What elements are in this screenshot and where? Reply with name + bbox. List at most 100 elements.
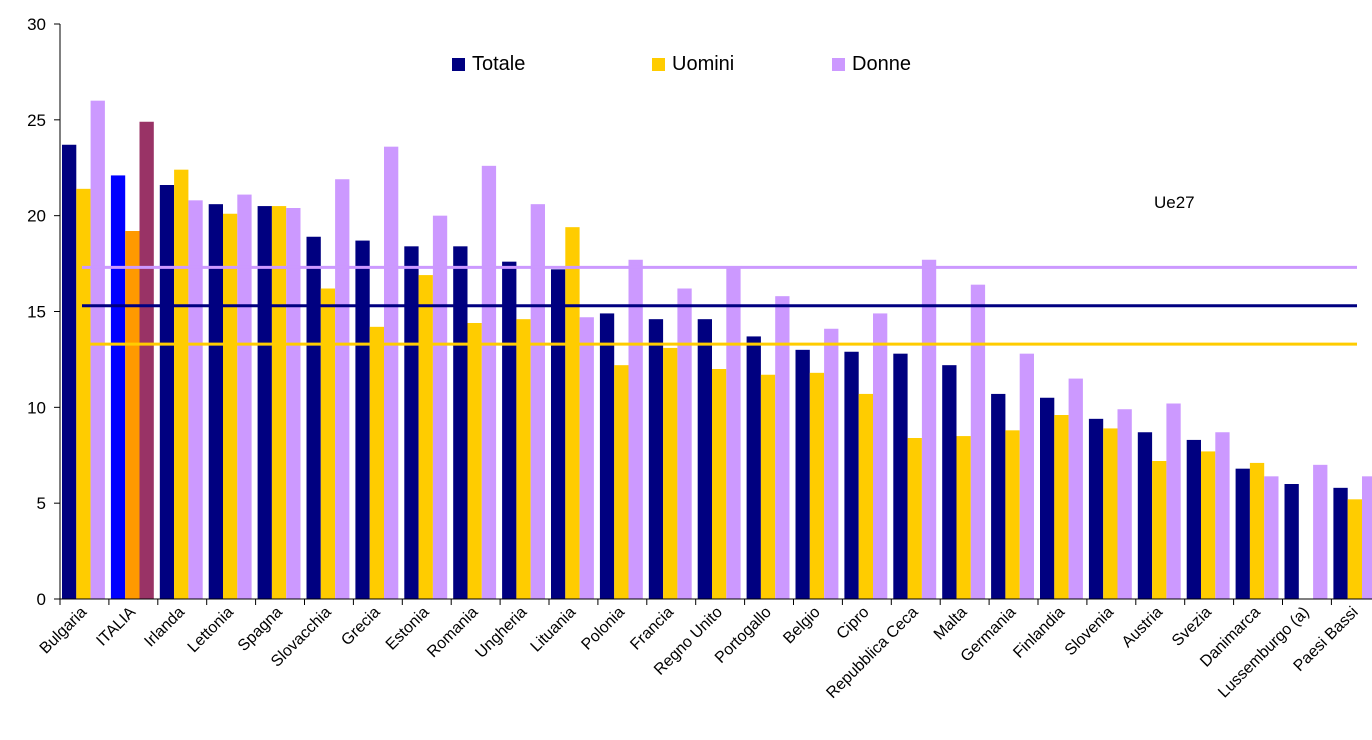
- x-label-lituania: Lituania: [528, 604, 580, 656]
- bar-paesi-bassi-donne: [1362, 476, 1372, 599]
- bar-polonia-uomini: [614, 365, 629, 599]
- reference-lines: [82, 265, 1357, 346]
- y-tick-label-25: 25: [27, 111, 46, 130]
- bar-romania-uomini: [467, 323, 482, 599]
- y-tick-label-0: 0: [37, 590, 46, 609]
- legend-label-totale: Totale: [472, 53, 525, 75]
- bar-repubblica-ceca-donne: [921, 259, 937, 599]
- legend: Totale Uomini Donne: [452, 53, 911, 75]
- bar-estonia-totale: [404, 246, 419, 599]
- bar-lettonia-donne: [237, 194, 252, 599]
- bar-ungheria-uomini: [516, 319, 531, 599]
- bar-romania-totale: [453, 246, 468, 599]
- x-axis-labels: Bulgaria ITALIA IrlandaLettoniaSpagnaSlova…: [37, 599, 1362, 702]
- y-tick-label-20: 20: [27, 207, 46, 226]
- bar-finlandia-uomini: [1054, 415, 1069, 599]
- bar-danimarca-donne: [1264, 476, 1279, 599]
- bar-estonia-uomini: [418, 275, 433, 599]
- bar-belgio-uomini: [809, 372, 825, 599]
- bar-irlanda-uomini: [174, 169, 189, 600]
- bar-francia-totale: [648, 319, 664, 599]
- bar-italia-donne: [139, 121, 154, 599]
- bar-malta-donne: [970, 284, 986, 599]
- x-label-romania: Romania: [424, 604, 481, 661]
- bar-portogallo-uomini: [760, 374, 776, 599]
- y-tick-label-30: 30: [27, 15, 46, 34]
- x-label-cipro: Cipro: [834, 604, 873, 643]
- x-label-grecia: Grecia: [338, 604, 383, 649]
- x-label-belgio: Belgio: [780, 604, 824, 648]
- bar-bulgaria-totale: [62, 144, 77, 599]
- x-label-italia: ITALIA: [93, 604, 139, 650]
- bar-slovenia-uomini: [1103, 428, 1118, 599]
- x-label-polonia: Polonia: [578, 604, 628, 654]
- legend-swatch-totale: [452, 58, 465, 71]
- bar-bulgaria-donne: [90, 100, 105, 600]
- bar-slovacchia-uomini: [320, 288, 336, 599]
- bar-lettonia-uomini: [223, 213, 238, 599]
- bar-malta-totale: [942, 365, 957, 599]
- bar-portogallo-totale: [746, 336, 761, 599]
- bar-spagna-totale: [257, 206, 272, 599]
- bar-slovacchia-donne: [335, 179, 350, 599]
- bar-lussemburgo-a-totale: [1284, 484, 1299, 599]
- bar-belgio-donne: [824, 328, 839, 599]
- bar-cipro-uomini: [858, 393, 873, 599]
- bar-paesi-bassi-uomini: [1347, 499, 1362, 599]
- bar-italia-totale: [110, 175, 126, 600]
- x-label-ungheria: Ungheria: [472, 604, 530, 662]
- x-label-finlandia: Finlandia: [1010, 604, 1068, 662]
- bar-regno-unito-totale: [697, 319, 712, 599]
- bar-austria-totale: [1137, 432, 1153, 599]
- bar-cipro-donne: [873, 313, 888, 599]
- legend-label-uomini: Uomini: [672, 53, 734, 75]
- bar-regno-unito-uomini: [712, 369, 727, 599]
- bar-lituania-totale: [551, 269, 566, 599]
- bar-bulgaria-uomini: [76, 188, 91, 599]
- bar-finlandia-donne: [1068, 378, 1083, 599]
- bar-estonia-donne: [432, 215, 448, 600]
- bar-lituania-donne: [579, 317, 594, 599]
- bar-slovacchia-totale: [306, 236, 321, 599]
- bar-belgio-totale: [795, 349, 810, 599]
- x-label-repubblica-ceca: Repubblica Ceca: [823, 604, 921, 702]
- bar-svezia-totale: [1186, 439, 1201, 599]
- x-label-francia: Francia: [627, 604, 677, 654]
- x-label-austria: Austria: [1119, 604, 1166, 651]
- bar-francia-donne: [677, 288, 692, 599]
- bar-repubblica-ceca-uomini: [907, 438, 922, 599]
- bar-spagna-uomini: [271, 206, 287, 599]
- x-label-slovenia: Slovenia: [1062, 604, 1117, 659]
- legend-swatch-donne: [832, 58, 845, 71]
- bar-slovenia-totale: [1088, 418, 1104, 599]
- bar-danimarca-totale: [1235, 468, 1250, 599]
- bar-malta-uomini: [956, 436, 971, 599]
- bar-finlandia-totale: [1040, 397, 1055, 599]
- bar-romania-donne: [481, 165, 497, 599]
- ue27-annotation: Ue27: [1154, 193, 1195, 212]
- bar-slovenia-donne: [1117, 409, 1132, 599]
- bar-lituania-uomini: [565, 227, 580, 600]
- bar-svezia-uomini: [1201, 451, 1216, 599]
- bar-danimarca-uomini: [1249, 462, 1265, 599]
- x-label-bulgaria: Bulgaria: [37, 604, 91, 658]
- legend-label-donne: Donne: [852, 53, 911, 75]
- bar-italia-uomini: [125, 231, 140, 599]
- bar-polonia-donne: [628, 259, 643, 599]
- x-label-lettonia: Lettonia: [185, 604, 237, 656]
- bar-ungheria-donne: [530, 204, 545, 600]
- bar-lettonia-totale: [208, 204, 223, 600]
- bar-germania-totale: [991, 393, 1006, 599]
- plot-area: [62, 100, 1372, 600]
- y-tick-label-10: 10: [27, 398, 46, 417]
- y-tick-label-15: 15: [27, 303, 46, 322]
- y-axis-ticks: 0 5 10 15 20 25 30: [27, 15, 60, 609]
- bar-portogallo-donne: [775, 296, 790, 599]
- bar-regno-unito-donne: [726, 267, 741, 599]
- bar-grecia-donne: [384, 146, 399, 600]
- y-tick-label-5: 5: [37, 494, 46, 513]
- bar-austria-uomini: [1152, 461, 1167, 599]
- bar-francia-uomini: [663, 347, 678, 599]
- bar-cipro-totale: [844, 351, 859, 599]
